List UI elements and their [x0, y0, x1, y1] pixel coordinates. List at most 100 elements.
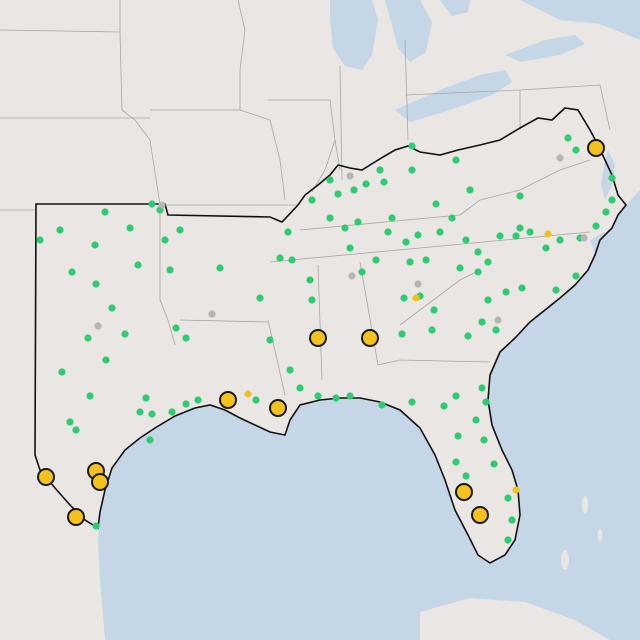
station-marker-ok[interactable]: [430, 306, 438, 314]
station-marker-ok[interactable]: [464, 332, 472, 340]
station-marker-ok[interactable]: [72, 426, 80, 434]
station-marker-alert[interactable]: [361, 329, 379, 347]
station-marker-ok[interactable]: [408, 398, 416, 406]
station-marker-inactive[interactable]: [580, 234, 588, 242]
station-markers-inactive[interactable]: [94, 154, 588, 330]
station-marker-ok[interactable]: [84, 334, 92, 342]
station-marker-ok[interactable]: [176, 226, 184, 234]
station-marker-ok[interactable]: [306, 276, 314, 284]
station-marker-ok[interactable]: [92, 280, 100, 288]
station-marker-ok[interactable]: [552, 286, 560, 294]
station-marker-ok[interactable]: [484, 296, 492, 304]
station-marker-ok[interactable]: [266, 336, 274, 344]
station-marker-inactive[interactable]: [556, 154, 564, 162]
station-marker-alert[interactable]: [455, 483, 473, 501]
station-marker-ok[interactable]: [92, 522, 100, 530]
station-marker-ok[interactable]: [484, 258, 492, 266]
station-marker-ok[interactable]: [326, 214, 334, 222]
station-marker-ok[interactable]: [286, 366, 294, 374]
station-marker-ok[interactable]: [542, 244, 550, 252]
station-marker-ok[interactable]: [432, 200, 440, 208]
station-marker-ok[interactable]: [518, 284, 526, 292]
station-marker-alert[interactable]: [269, 399, 287, 417]
station-marker-small-warning[interactable]: [412, 294, 420, 302]
station-marker-small-warning[interactable]: [512, 486, 520, 494]
station-marker-ok[interactable]: [66, 418, 74, 426]
station-marker-inactive[interactable]: [346, 172, 354, 180]
station-marker-small-warning[interactable]: [244, 390, 252, 398]
station-marker-inactive[interactable]: [414, 280, 422, 288]
station-marker-ok[interactable]: [350, 186, 358, 194]
station-marker-ok[interactable]: [492, 326, 500, 334]
station-marker-inactive[interactable]: [348, 272, 356, 280]
station-marker-inactive[interactable]: [158, 201, 166, 209]
station-marker-ok[interactable]: [358, 268, 366, 276]
station-marker-ok[interactable]: [436, 228, 444, 236]
station-marker-alert[interactable]: [309, 329, 327, 347]
station-marker-ok[interactable]: [440, 402, 448, 410]
station-marker-ok[interactable]: [256, 294, 264, 302]
station-marker-ok[interactable]: [148, 410, 156, 418]
station-marker-ok[interactable]: [388, 214, 396, 222]
station-marker-ok[interactable]: [136, 408, 144, 416]
station-marker-ok[interactable]: [474, 248, 482, 256]
station-marker-ok[interactable]: [414, 231, 422, 239]
station-marker-ok[interactable]: [332, 394, 340, 402]
station-marker-ok[interactable]: [334, 190, 342, 198]
station-marker-ok[interactable]: [142, 394, 150, 402]
station-marker-ok[interactable]: [376, 166, 384, 174]
station-marker-ok[interactable]: [168, 408, 176, 416]
station-marker-ok[interactable]: [354, 218, 362, 226]
station-marker-ok[interactable]: [482, 398, 490, 406]
station-marker-ok[interactable]: [448, 214, 456, 222]
station-marker-ok[interactable]: [402, 238, 410, 246]
station-marker-ok[interactable]: [372, 256, 380, 264]
station-markers-ok[interactable]: [36, 134, 616, 544]
station-marker-ok[interactable]: [384, 228, 392, 236]
station-marker-ok[interactable]: [101, 208, 109, 216]
station-marker-ok[interactable]: [556, 236, 564, 244]
station-marker-ok[interactable]: [408, 166, 416, 174]
station-marker-ok[interactable]: [572, 146, 580, 154]
station-marker-ok[interactable]: [480, 436, 488, 444]
station-marker-ok[interactable]: [472, 416, 480, 424]
station-marker-ok[interactable]: [496, 232, 504, 240]
station-marker-ok[interactable]: [194, 396, 202, 404]
station-marker-ok[interactable]: [346, 392, 354, 400]
station-marker-ok[interactable]: [108, 304, 116, 312]
station-marker-ok[interactable]: [161, 236, 169, 244]
station-marker-ok[interactable]: [58, 368, 66, 376]
station-marker-ok[interactable]: [68, 268, 76, 276]
station-marker-ok[interactable]: [572, 272, 580, 280]
station-marker-ok[interactable]: [452, 156, 460, 164]
station-marker-ok[interactable]: [462, 236, 470, 244]
station-marker-inactive[interactable]: [494, 316, 502, 324]
station-marker-ok[interactable]: [216, 264, 224, 272]
station-marker-ok[interactable]: [314, 392, 322, 400]
station-marker-ok[interactable]: [456, 264, 464, 272]
station-marker-ok[interactable]: [148, 200, 156, 208]
station-marker-ok[interactable]: [602, 208, 610, 216]
station-marker-alert[interactable]: [587, 139, 605, 157]
station-marker-ok[interactable]: [308, 196, 316, 204]
station-marker-ok[interactable]: [592, 222, 600, 230]
station-marker-ok[interactable]: [478, 318, 486, 326]
station-marker-ok[interactable]: [284, 228, 292, 236]
station-marker-ok[interactable]: [102, 356, 110, 364]
station-marker-ok[interactable]: [91, 241, 99, 249]
station-marker-ok[interactable]: [86, 392, 94, 400]
station-marker-alert[interactable]: [37, 468, 55, 486]
station-marker-ok[interactable]: [56, 226, 64, 234]
station-marker-inactive[interactable]: [94, 322, 102, 330]
station-marker-ok[interactable]: [608, 174, 616, 182]
station-marker-ok[interactable]: [516, 224, 524, 232]
station-marker-ok[interactable]: [146, 436, 154, 444]
station-marker-ok[interactable]: [526, 228, 534, 236]
station-markers-alert[interactable]: [37, 139, 605, 526]
station-marker-ok[interactable]: [502, 288, 510, 296]
station-marker-ok[interactable]: [474, 268, 482, 276]
station-marker-ok[interactable]: [516, 192, 524, 200]
station-marker-ok[interactable]: [462, 472, 470, 480]
